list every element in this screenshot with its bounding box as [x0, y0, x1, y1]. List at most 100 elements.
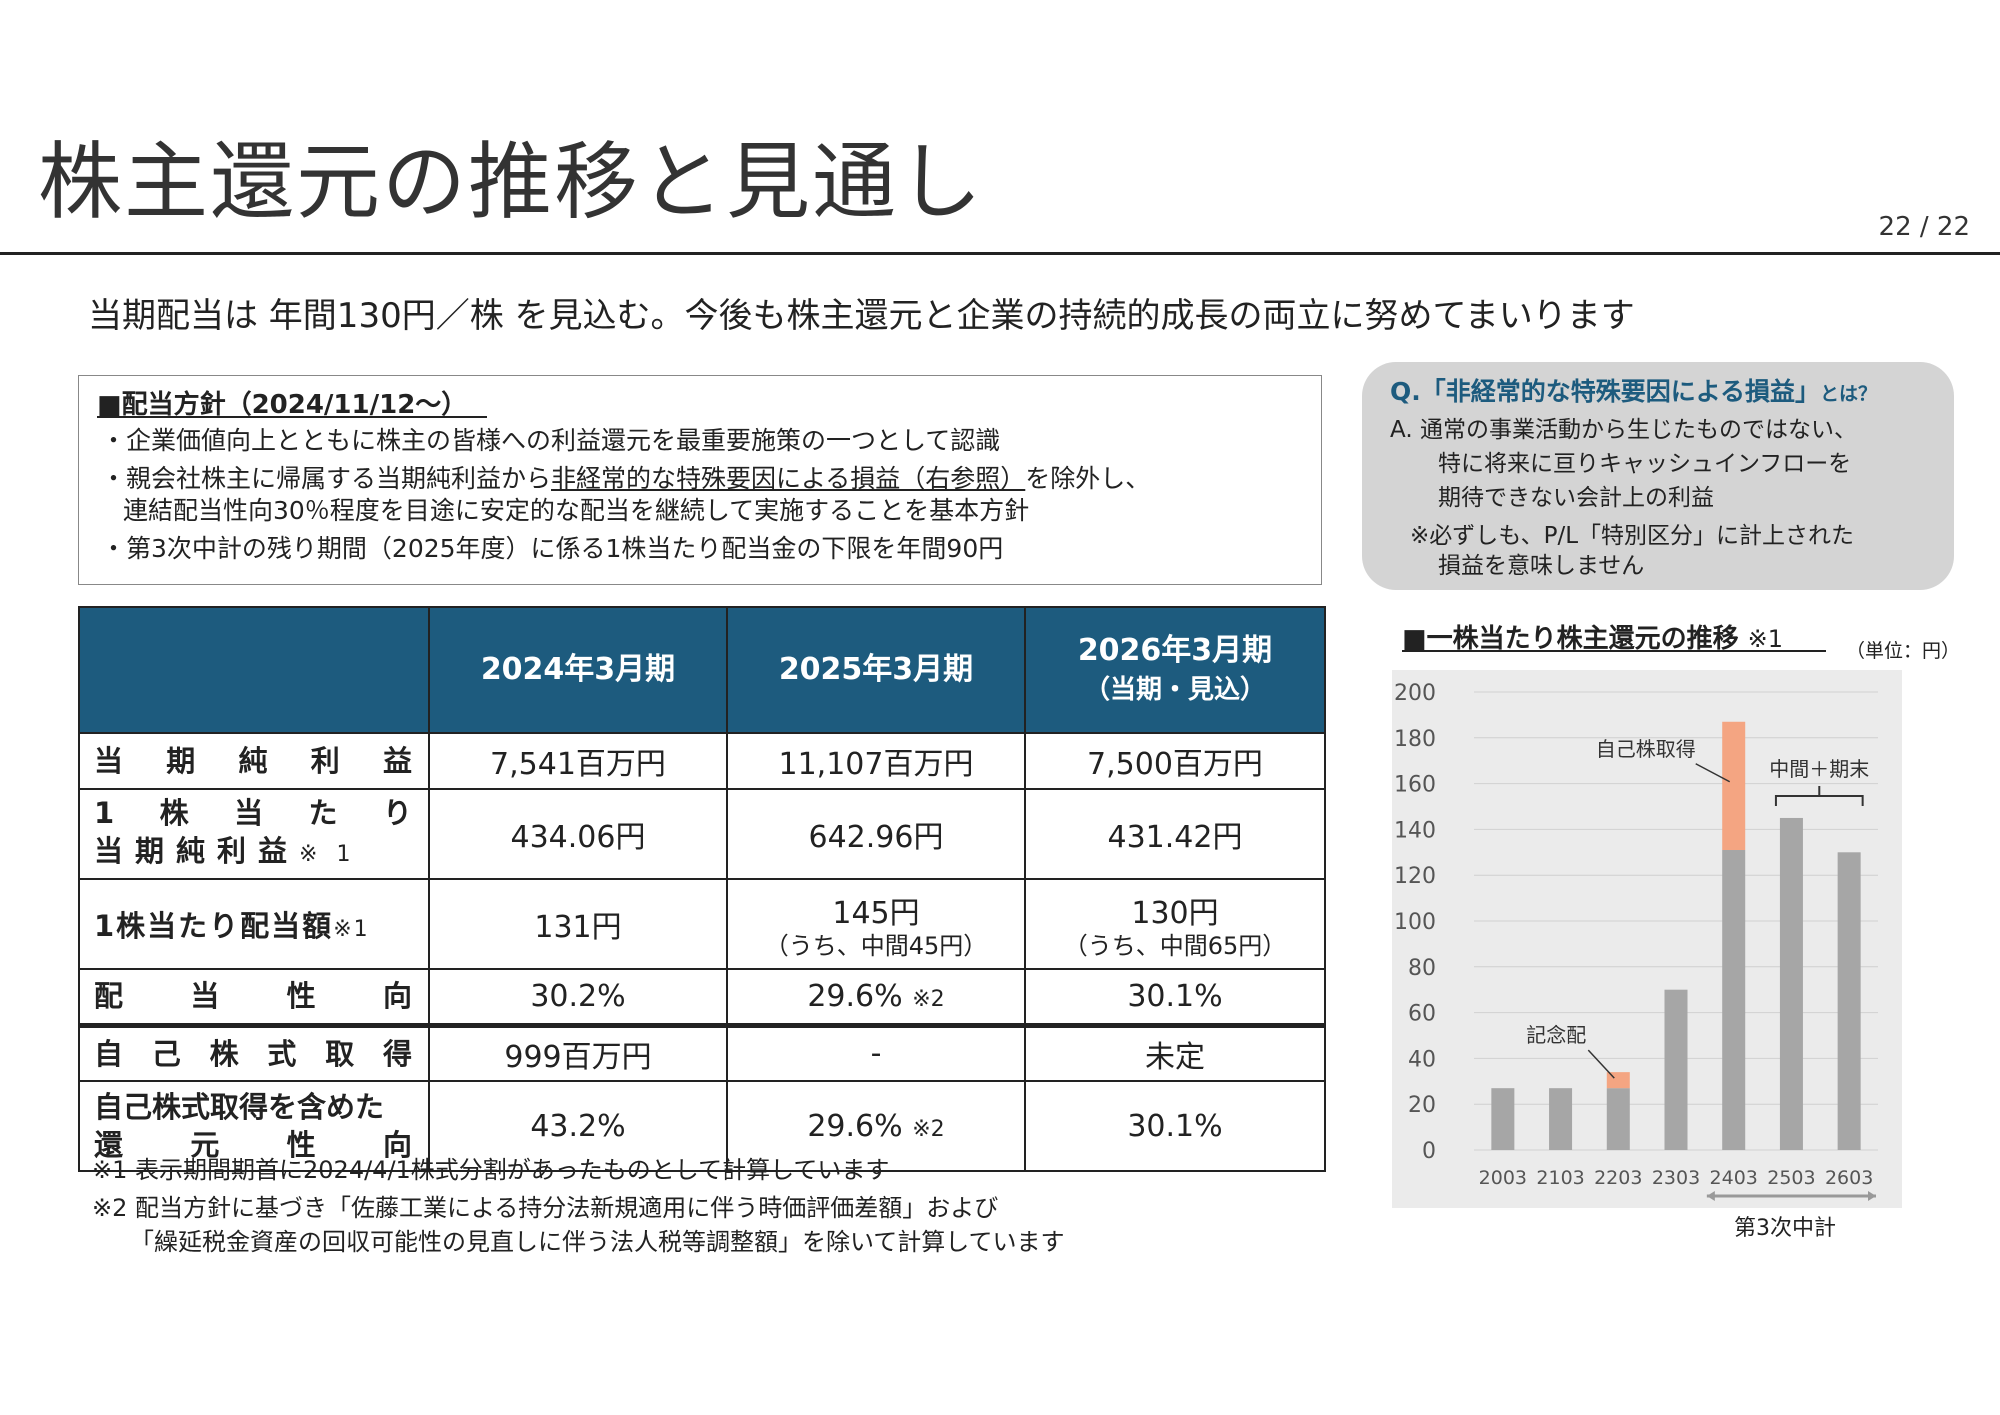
annotation-bracket — [1774, 785, 1864, 806]
policy-line-2: ・親会社株主に帰属する当期純利益から非経常的な特殊要因による損益（右参照）を除外… — [101, 462, 1150, 496]
cell-value: 29.6% — [807, 1108, 903, 1144]
cell: 130円 （うち、中間65円） — [1024, 878, 1326, 970]
table-row: 1株当たり配当額※1 131円 145円 （うち、中間45円） 130円 （うち、中… — [78, 878, 1326, 970]
qa-answer-3: 期待できない会計上の利益 — [1438, 485, 1714, 511]
row-label-eps-b-wrap: 当期純利益※ 1 — [94, 832, 414, 874]
table-header-fy2026-sub: （当期・見込） — [1083, 674, 1266, 705]
cell-sub: （うち、中間45円） — [764, 932, 988, 960]
cell: 30.1% — [1024, 968, 1326, 1026]
row-label-dps-text: 1株当たり配当額 — [94, 909, 334, 943]
bar-segment-2603-s0 — [1837, 852, 1861, 1150]
y-tick-label: 120 — [1394, 864, 1436, 889]
row-label-total-return-b: 還元性向 — [94, 1128, 414, 1162]
y-tick-label: 60 — [1408, 1002, 1436, 1027]
y-tick-label: 100 — [1394, 910, 1436, 935]
policy-line-3: 連結配当性向30％程度を目途に安定的な配当を継続して実施することを基本方針 — [123, 496, 1030, 525]
row-label-buyback: 自己株式取得 — [78, 1022, 430, 1082]
row-label-dps: 1株当たり配当額※1 — [78, 878, 430, 970]
phase-range-arrow-right — [1868, 1191, 1876, 1201]
cell-value: 145円 — [832, 896, 920, 931]
y-tick-label: 140 — [1394, 818, 1436, 843]
page-number: 22 / 22 — [1878, 212, 1970, 242]
row-label-eps-b: 当期純利益 — [94, 834, 300, 868]
row-label-total-return: 自己株式取得を含めた 還元性向 — [78, 1080, 430, 1172]
bar-segment-2503-s0 — [1779, 817, 1803, 1150]
y-tick-label: 180 — [1394, 727, 1436, 752]
row-label-dps-note: ※1 — [333, 917, 370, 942]
bar-segment-2403-s0 — [1722, 850, 1746, 1150]
dividend-policy-box: ■配当方針（2024/11/12～） ・企業価値向上とともに株主の皆様への利益還… — [78, 375, 1322, 585]
cell: 431.42円 — [1024, 788, 1326, 880]
cell: 29.6% ※2 — [726, 968, 1026, 1026]
bar-segment-2003-s0 — [1491, 1088, 1515, 1150]
table-row: 配当性向 30.2% 29.6% ※2 30.1% — [78, 968, 1326, 1026]
footnote-3: 「繰延税金資産の回収可能性の見直しに伴う法人税等調整額」を除いて計算しています — [130, 1228, 1065, 1256]
y-tick-label: 0 — [1422, 1139, 1436, 1164]
chart-unit: （単位：円） — [1846, 640, 1961, 662]
table-header-row: 2024年3月期 2025年3月期 2026年3月期 （当期・見込） — [78, 606, 1326, 734]
bar-segment-2303-s0 — [1664, 989, 1688, 1150]
qa-answer-2: 特に将来に亘りキャッシュインフローを — [1438, 451, 1852, 477]
title-divider — [0, 252, 2000, 255]
qa-answer-1: A. 通常の事業活動から生じたものではない、 — [1390, 417, 1857, 443]
x-tick-label: 2403 — [1710, 1167, 1758, 1189]
cell: 30.2% — [428, 968, 728, 1026]
qa-question-main: Q.「非経常的な特殊要因による損益」 — [1390, 377, 1821, 406]
footnote-1: ※1 表示期間期首に2024/4/1株式分割があったものとして計算しています — [92, 1156, 890, 1184]
qa-box: Q.「非経常的な特殊要因による損益」とは？ A. 通常の事業活動から生じたもので… — [1362, 362, 1954, 590]
policy-line-2-post: を除外し、 — [1025, 464, 1151, 493]
cell: 131円 — [428, 878, 728, 970]
shareholder-return-table: 2024年3月期 2025年3月期 2026年3月期 （当期・見込） 当期純利益 … — [78, 606, 1326, 1172]
row-label-eps-a: 1株当たり — [94, 796, 414, 830]
table-header-fy2026: 2026年3月期 （当期・見込） — [1024, 606, 1326, 734]
table-header-fy2026-label: 2026年3月期 — [1077, 632, 1273, 668]
cell-note: ※2 — [912, 986, 945, 1012]
bar-segment-2203-s0 — [1606, 1088, 1630, 1150]
cell: 434.06円 — [428, 788, 728, 880]
cell-value: 29.6% — [807, 978, 903, 1014]
cell-sub: （うち、中間65円） — [1063, 932, 1287, 960]
cell: 30.1% — [1024, 1080, 1326, 1172]
x-tick-label: 2203 — [1594, 1167, 1642, 1189]
row-label-eps-note: ※ 1 — [299, 842, 357, 867]
annotation-label: 記念配 — [1526, 1023, 1586, 1047]
y-tick-label: 20 — [1408, 1093, 1436, 1118]
table-header-fy2025: 2025年3月期 — [726, 606, 1026, 734]
annotation-label: 中間＋期末 — [1769, 757, 1869, 781]
cell: 11,107百万円 — [726, 732, 1026, 790]
footnote-2: ※2 配当方針に基づき「佐藤工業による持分法新規適用に伴う時価評価差額」および — [92, 1194, 999, 1222]
cell: 未定 — [1024, 1022, 1326, 1082]
y-tick-label: 200 — [1394, 681, 1436, 706]
x-tick-label: 2603 — [1825, 1167, 1873, 1189]
annotation-label: 自己株取得 — [1596, 737, 1696, 761]
bar-segment-2403-s1 — [1722, 721, 1746, 851]
cell: 7,541百万円 — [428, 732, 728, 790]
page-subtitle: 当期配当は 年間130円／株 を見込む。今後も株主還元と企業の持続的成長の両立に… — [88, 296, 1635, 336]
table-row: 自己株式取得 999百万円 - 未定 — [78, 1022, 1326, 1082]
cell: 43.2% — [428, 1080, 728, 1172]
cell: 29.6% ※2 — [726, 1080, 1026, 1172]
cell-note: ※2 — [912, 1116, 945, 1142]
table-row: 1株当たり 当期純利益※ 1 434.06円 642.96円 431.42円 — [78, 788, 1326, 880]
policy-title-underline — [97, 416, 487, 418]
policy-title: ■配当方針（2024/11/12～） — [97, 390, 468, 420]
x-tick-label: 2503 — [1767, 1167, 1815, 1189]
table-header-blank — [78, 606, 430, 734]
phase-label: 第3次中計 — [1734, 1216, 1836, 1241]
cell: 145円 （うち、中間45円） — [726, 878, 1026, 970]
table-header-fy2024: 2024年3月期 — [428, 606, 728, 734]
policy-line-2-pre: ・親会社株主に帰属する当期純利益から — [101, 464, 552, 493]
y-tick-label: 160 — [1394, 773, 1436, 798]
row-label-net-income: 当期純利益 — [78, 732, 430, 790]
chart-title-text: ■一株当たり株主還元の推移 — [1402, 624, 1739, 654]
phase-range-arrow-left — [1706, 1191, 1715, 1201]
chart-title: ■一株当たり株主還元の推移 ※1 — [1402, 618, 1783, 655]
table-row: 自己株式取得を含めた 還元性向 43.2% 29.6% ※2 30.1% — [78, 1080, 1326, 1172]
qa-note-1: ※必ずしも、P/L「特別区分」に計上された — [1410, 523, 1855, 549]
chart-background — [1392, 670, 1902, 1208]
policy-line-4: ・第3次中計の残り期間（2025年度）に係る1株当たり配当金の下限を年間90円 — [101, 534, 1004, 563]
row-label-eps: 1株当たり 当期純利益※ 1 — [78, 788, 430, 880]
qa-question: Q.「非経常的な特殊要因による損益」とは？ — [1390, 372, 1877, 408]
cell: 999百万円 — [428, 1022, 728, 1082]
qa-question-suffix: とは？ — [1820, 383, 1878, 405]
